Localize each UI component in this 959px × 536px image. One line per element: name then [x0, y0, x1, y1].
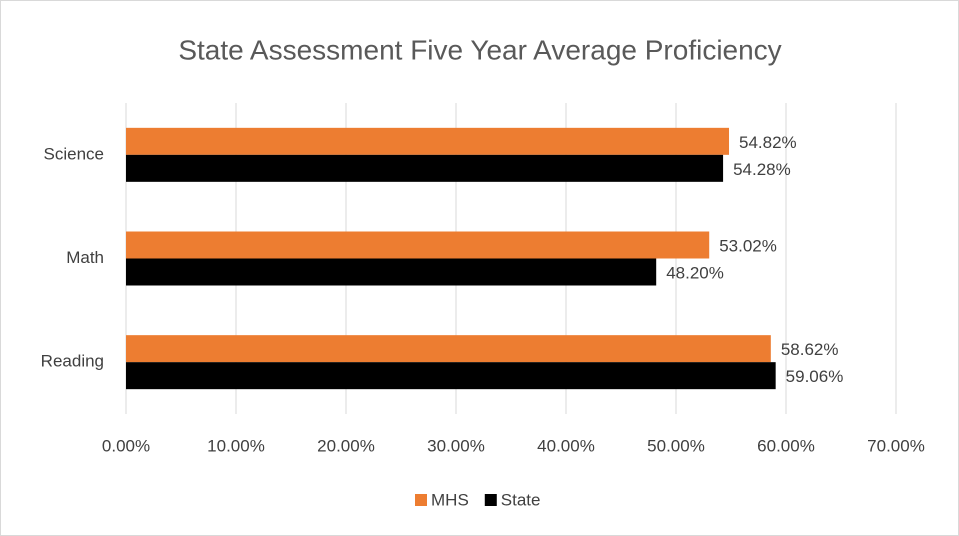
bar — [126, 258, 657, 286]
bar — [126, 362, 776, 390]
y-tick-label: Reading — [41, 352, 104, 371]
data-label: 48.20% — [666, 263, 724, 282]
y-tick-label: Math — [66, 248, 104, 267]
bar — [126, 127, 730, 155]
x-tick-label: 70.00% — [867, 436, 925, 455]
legend-label: MHS — [431, 490, 469, 509]
chart-title: State Assessment Five Year Average Profi… — [178, 34, 781, 65]
x-tick-label: 60.00% — [757, 436, 815, 455]
legend-swatch — [415, 494, 427, 506]
legend-label: State — [501, 490, 541, 509]
data-label: 53.02% — [719, 236, 777, 255]
bar — [126, 231, 710, 259]
x-tick-label: 40.00% — [537, 436, 595, 455]
x-tick-label: 20.00% — [317, 436, 375, 455]
legend-swatch — [484, 494, 497, 506]
x-tick-label: 10.00% — [207, 436, 265, 455]
data-label: 54.28% — [733, 160, 791, 179]
y-tick-label: Science — [44, 144, 104, 163]
data-label: 58.62% — [781, 340, 839, 359]
data-label: 59.06% — [786, 367, 844, 386]
x-tick-label: 50.00% — [647, 436, 705, 455]
x-tick-label: 30.00% — [427, 436, 485, 455]
x-tick-label: 0.00% — [102, 436, 150, 455]
bar — [126, 154, 724, 182]
data-label: 54.82% — [739, 133, 797, 152]
bar — [126, 335, 771, 363]
